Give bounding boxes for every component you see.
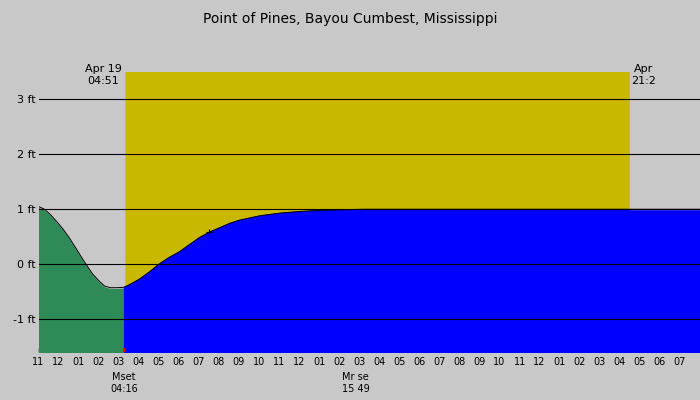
Text: Apr 19
04:51: Apr 19 04:51 [85, 64, 122, 86]
Bar [124, 72, 630, 352]
Text: Mset
04:16: Mset 04:16 [110, 372, 138, 394]
Text: Point of Pines, Bayou Cumbest, Mississippi: Point of Pines, Bayou Cumbest, Mississip… [203, 12, 497, 26]
Text: Mr se
15 49: Mr se 15 49 [342, 372, 370, 394]
Text: Apr
21:2: Apr 21:2 [631, 64, 657, 86]
